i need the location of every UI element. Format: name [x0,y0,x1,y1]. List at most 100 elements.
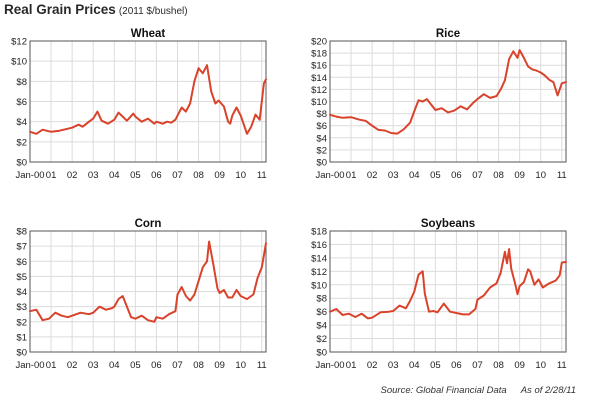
wheat-x-tick-label: 09 [214,170,225,181]
wheat-x-tick-label: 06 [151,170,162,181]
wheat-y-tick-label: $10 [11,57,27,68]
footer: Source: Global Financial Data As of 2/28/… [367,385,577,396]
soybeans-x-tick-label: 09 [514,360,525,371]
soybeans-y-tick-label: $18 [311,227,327,238]
rice-x-tick-label: 05 [430,170,441,181]
rice-plot-frame [329,40,567,163]
wheat-chart-title: Wheat [131,28,166,40]
corn-plot-frame [29,230,267,353]
corn-x-tick-label: Jan-00 [15,360,44,371]
rice-x-tick-label: 10 [535,170,546,181]
rice-y-tick-label: $14 [311,73,327,84]
corn-y-tick-label: $3 [16,302,27,313]
wheat-y-tick-label: $2 [16,137,27,148]
soybeans-x-tick-label: 05 [430,360,441,371]
corn-x-tick-label: 09 [214,360,225,371]
rice-chart-title: Rice [436,28,460,40]
as-of-note: As of 2/28/11 [520,385,576,396]
corn-x-tick-label: 08 [193,360,204,371]
wheat-y-tick-label: $8 [16,77,27,88]
wheat-x-tick-label: 10 [235,170,246,181]
corn-x-tick-label: 10 [235,360,246,371]
soybeans-x-tick-label: 06 [451,360,462,371]
rice-x-tick-label: 03 [388,170,399,181]
rice-y-tick-label: $4 [316,133,327,144]
soybeans-y-tick-label: $12 [311,267,327,278]
corn-x-tick-label: 07 [172,360,183,371]
soybeans-x-tick-label: 03 [388,360,399,371]
rice-y-tick-label: $12 [311,85,327,96]
rice-x-tick-label: 04 [409,170,420,181]
rice-price-line [329,49,567,135]
rice-y-tick-label: $2 [316,145,327,156]
corn-y-tick-label: $7 [16,242,27,253]
corn-price-line [29,240,267,323]
soybeans-y-tick-label: $2 [316,334,327,345]
soybeans-y-tick-label: $0 [316,348,327,359]
soybeans-plot-frame [329,230,567,353]
rice-x-tick-label: 06 [451,170,462,181]
corn-y-tick-label: $6 [16,257,27,268]
rice-x-tick-label: 02 [367,170,378,181]
rice-y-tick-label: $6 [316,121,327,132]
rice-x-tick-label: 11 [557,170,567,181]
soybeans-y-tick-label: $6 [316,307,327,318]
rice-y-tick-label: $20 [311,37,327,48]
soybeans-x-tick-label: 04 [409,360,420,371]
wheat-x-tick-label: Jan-00 [15,170,44,181]
soybeans-x-tick-label: Jan-00 [315,360,344,371]
corn-y-tick-label: $1 [16,332,27,343]
wheat-x-tick-label: 01 [46,170,57,181]
wheat-x-tick-label: 08 [193,170,204,181]
rice-y-tick-label: $8 [316,109,327,120]
wheat-y-tick-label: $6 [16,97,27,108]
wheat-y-tick-label: $4 [16,117,27,128]
wheat-x-tick-label: 03 [88,170,99,181]
corn-x-tick-label: 04 [109,360,120,371]
soybeans-y-tick-label: $4 [316,321,327,332]
rice-x-tick-label: 09 [514,170,525,181]
corn-x-tick-label: 06 [151,360,162,371]
soybeans-chart-title: Soybeans [421,218,475,230]
corn-y-tick-label: $2 [16,317,27,328]
wheat-x-tick-label: 11 [257,170,267,181]
corn-x-tick-label: 03 [88,360,99,371]
soybeans-x-tick-label: 08 [493,360,504,371]
rice-y-tick-label: $10 [311,97,327,108]
rice-x-tick-label: 01 [346,170,357,181]
corn-chart-title: Corn [135,218,162,230]
corn-x-tick-label: 01 [46,360,57,371]
soybeans-x-tick-label: 01 [346,360,357,371]
source-note: Source: Global Financial Data [380,385,507,396]
soybeans-x-tick-label: 07 [472,360,483,371]
soybeans-y-tick-label: $10 [311,280,327,291]
wheat-x-tick-label: 04 [109,170,120,181]
soybeans-y-tick-label: $16 [311,240,327,251]
soybeans-x-tick-label: 02 [367,360,378,371]
rice-chart: Rice $0 $2$4$6$8$10$12$14$16$18$20 Jan-00 01… [311,28,567,181]
corn-y-tick-label: $8 [16,227,27,238]
soybeans-price-line [329,248,567,320]
rice-x-tick-label: 08 [493,170,504,181]
corn-x-tick-label: 02 [67,360,78,371]
corn-y-tick-label: $4 [16,287,27,298]
rice-y-tick-label: $16 [311,61,327,72]
page-title: Real Grain Prices (2011 $/bushel) [4,2,188,17]
rice-x-tick-label: 07 [472,170,483,181]
wheat-y-tick-label: $12 [11,37,27,48]
rice-y-tick-label: $0 [316,158,327,169]
corn-y-tick-label: $5 [16,272,27,283]
soybeans-y-tick-label: $14 [311,253,327,264]
rice-x-tick-label: Jan-00 [315,170,344,181]
soybeans-x-tick-label: 10 [535,360,546,371]
rice-y-tick-label: $18 [311,49,327,60]
wheat-chart: Wheat $0 $2 $4 $6 $8 $10 $12 Jan-00 01 02 03 04 05 06 0… [11,28,267,181]
wheat-x-tick-label: 05 [130,170,141,181]
wheat-plot-frame [29,40,267,163]
wheat-price-line [29,64,267,135]
wheat-y-tick-label: $0 [16,158,27,169]
corn-chart: Corn $0 $1 $2 $3 $4 $5 $6 $7 $8 Jan-00 01 02 03 04 05 06… [15,218,267,371]
corn-y-tick-label: $0 [16,348,27,359]
soybeans-y-tick-label: $8 [316,294,327,305]
